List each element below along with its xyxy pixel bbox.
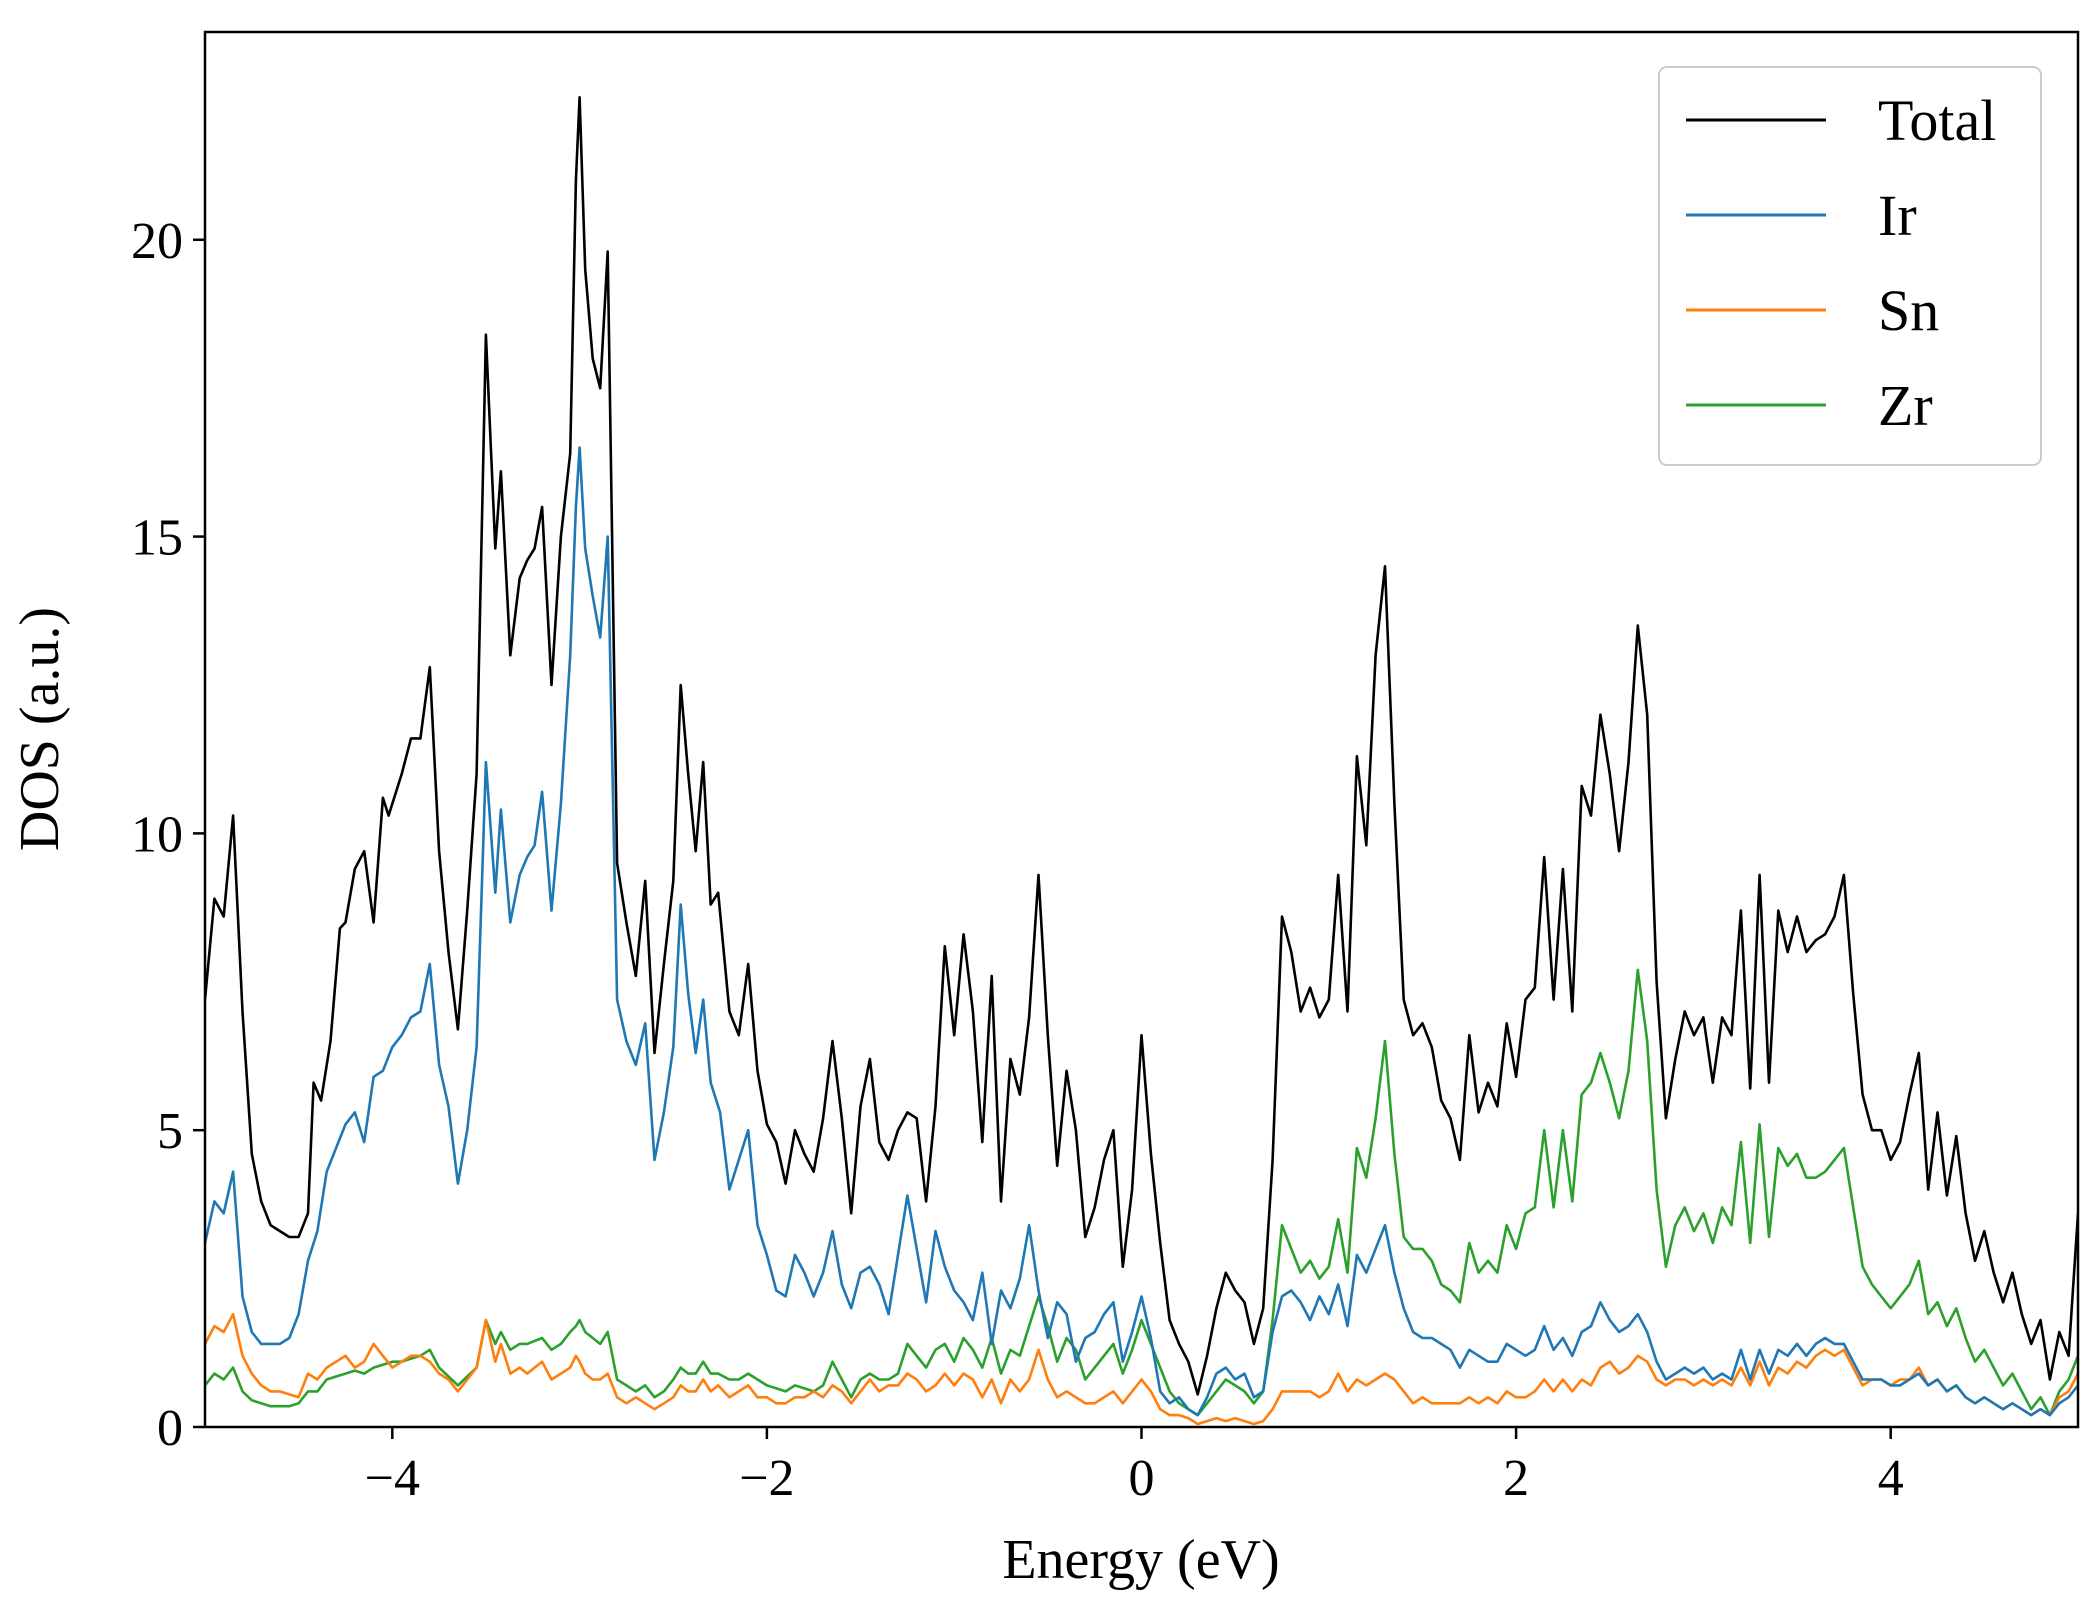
y-axis-label: DOS (a.u.)	[9, 607, 71, 851]
legend: Total Ir Sn Zr	[1658, 66, 2042, 466]
y-tick-label: 0	[157, 1400, 183, 1457]
legend-label-zr: Zr	[1878, 373, 1933, 438]
y-tick-label: 15	[131, 510, 183, 567]
series-line-ir	[205, 446, 2078, 1417]
x-axis-ticks: −4 −2 0 2 4	[365, 1427, 1904, 1507]
series-line-sn	[205, 1312, 2078, 1426]
legend-label-total: Total	[1878, 88, 1996, 153]
series-layer	[205, 96, 2078, 1426]
legend-label-ir: Ir	[1878, 183, 1917, 248]
y-tick-label: 20	[131, 213, 183, 270]
x-tick-label: −2	[739, 1450, 794, 1507]
y-tick-label: 5	[157, 1103, 183, 1160]
series-line-zr	[205, 968, 2078, 1417]
legend-label-sn: Sn	[1878, 278, 1939, 343]
x-tick-label: 0	[1129, 1450, 1155, 1507]
x-tick-label: 2	[1503, 1450, 1529, 1507]
x-axis-label: Energy (eV)	[1002, 1529, 1279, 1591]
x-tick-label: −4	[365, 1450, 420, 1507]
legend-box	[1658, 66, 2042, 466]
x-tick-label: 4	[1878, 1450, 1904, 1507]
y-axis-ticks: 0 5 10 15 20	[131, 213, 205, 1457]
series-line-total	[205, 96, 2078, 1396]
y-tick-label: 10	[131, 806, 183, 863]
